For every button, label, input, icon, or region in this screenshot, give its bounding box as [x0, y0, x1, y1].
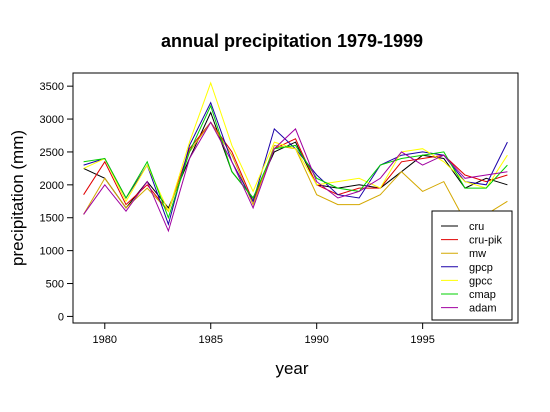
series-line-cru — [83, 111, 508, 209]
x-tick-label: 1995 — [410, 334, 434, 346]
series-line-cru-pik — [83, 121, 508, 213]
y-tick-label: 1000 — [40, 246, 64, 258]
legend-label-adam: adam — [469, 303, 497, 315]
plot-frame — [72, 72, 519, 324]
y-tick-label: 1500 — [40, 213, 64, 225]
legend-label-cmap: cmap — [469, 289, 496, 301]
x-tick-label: 1990 — [304, 334, 328, 346]
series-line-gpcc — [83, 81, 508, 213]
series-line-adam — [83, 121, 508, 233]
legend-label-cru: cru — [469, 221, 484, 233]
series-line-mw — [83, 121, 508, 222]
y-tick-label: 3000 — [40, 114, 64, 126]
legend-label-gpcp: gpcp — [469, 262, 493, 274]
x-tick-label: 1985 — [198, 334, 222, 346]
legend-label-mw: mw — [469, 248, 486, 260]
legend-label-cru-pik: cru-pik — [469, 235, 503, 247]
series-line-cmap — [83, 104, 508, 220]
y-tick-label: 2000 — [40, 180, 64, 192]
series-lines — [83, 81, 508, 233]
y-axis-label: precipitation (mm) — [8, 130, 27, 266]
legend-box — [431, 210, 513, 321]
x-axis-label: year — [275, 359, 308, 378]
y-tick-label: 500 — [46, 279, 64, 291]
x-tick-label: 1980 — [93, 334, 117, 346]
y-tick-labels: 0 500 1000 1500 2000 2500 3000 3500 — [40, 81, 64, 323]
axis-ticks — [67, 85, 424, 329]
chart-title: annual precipitation 1979-1999 — [161, 31, 423, 51]
x-tick-labels: 1980 1985 1990 1995 — [93, 334, 435, 346]
y-tick-label: 3500 — [40, 81, 64, 93]
legend-label-gpcc: gpcc — [469, 275, 493, 287]
series-line-gpcp — [83, 101, 508, 226]
y-tick-label: 0 — [58, 311, 64, 323]
y-tick-label: 2500 — [40, 147, 64, 159]
